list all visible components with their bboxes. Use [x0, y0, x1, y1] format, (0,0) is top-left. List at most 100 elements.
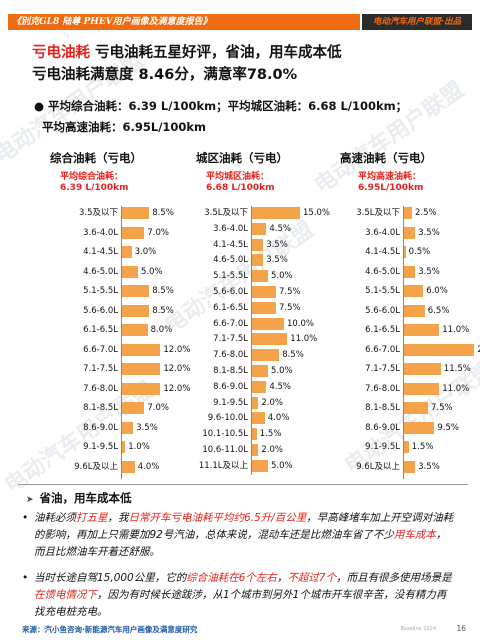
- category-label: 5.1-5.5L: [213, 271, 248, 282]
- category-label: 4.1-4.5L: [365, 247, 400, 257]
- category-label: 8.1-8.5L: [83, 403, 118, 413]
- bar: [404, 285, 424, 297]
- category-label: 9.1-9.5L: [365, 442, 400, 452]
- data-label: 2.0%: [261, 397, 283, 408]
- avg-highway-label: 平均高速油耗：: [358, 172, 422, 182]
- data-label: 5.0%: [271, 460, 293, 471]
- bullet-dot-icon: ●: [34, 99, 45, 113]
- category-label: 8.6-9.0L: [213, 381, 248, 392]
- category-label: 10.6-11.0L: [202, 445, 248, 455]
- avg-city: 平均城区油耗： 6.68 L/100km: [206, 172, 275, 194]
- report-title: 《别克GL8 陆尊 PHEV用户画像及满意度报告》: [8, 14, 360, 30]
- category-label: 3.6-4.0L: [365, 227, 400, 238]
- data-label: 8.5%: [152, 305, 174, 316]
- text-run: 用车成本: [393, 529, 436, 541]
- chart-axis: [251, 206, 252, 475]
- text-run: 打五星: [76, 512, 108, 524]
- bar: [404, 324, 440, 336]
- bar: [122, 324, 148, 336]
- category-label: 8.6-9.0L: [83, 422, 118, 433]
- category-label: 4.1-4.5L: [83, 247, 118, 257]
- avg-highway-value: 6.95L/100km: [358, 183, 424, 193]
- category-label: 10.1-10.5L: [202, 429, 248, 440]
- text-run: ，因为有时候长途跋涉，从1个城市到另外1个城市开车很辛苦，没有精力再找充电桩充电…: [34, 589, 447, 618]
- bullet-dot-icon: •: [22, 572, 29, 584]
- bar: [252, 349, 280, 362]
- bar: [122, 382, 161, 395]
- avg-city-value: 6.68 L/100km: [206, 183, 275, 193]
- data-label: 11.0%: [442, 383, 470, 394]
- bar: [122, 460, 135, 473]
- data-label: 11.0%: [442, 325, 470, 335]
- data-label: 4.0%: [267, 413, 290, 424]
- category-label: 4.6-5.0L: [213, 255, 248, 266]
- bar: [404, 207, 412, 219]
- text-run: 在馈电情况下: [34, 589, 97, 601]
- text-run: ，: [276, 572, 288, 584]
- category-label: 3.6-4.0L: [213, 223, 248, 234]
- bar: [404, 226, 416, 239]
- bar: [404, 304, 425, 317]
- data-label: 1.5%: [411, 442, 434, 452]
- text-run: 日常开车亏电油耗平均约6.5升/百公里: [128, 512, 307, 524]
- bar: [122, 304, 150, 317]
- bar: [122, 441, 126, 453]
- category-label: 8.6-9.0L: [365, 422, 400, 433]
- bar: [122, 246, 132, 258]
- data-label: 3.0%: [134, 247, 157, 257]
- chart-axis: [403, 206, 404, 479]
- data-label: 10.0%: [287, 318, 315, 329]
- data-label: 7.5%: [431, 403, 453, 413]
- bar: [404, 343, 475, 356]
- data-label: 5.0%: [141, 266, 163, 277]
- data-label: 7.5%: [279, 287, 301, 297]
- text-run: ，而且比燃油车开着还舒服。: [34, 529, 447, 558]
- data-label: 7.0%: [147, 403, 169, 413]
- bar: [122, 363, 161, 375]
- data-label: 12.0%: [163, 364, 191, 374]
- bar: [252, 412, 265, 425]
- category-label: 3.6-4.0L: [83, 227, 118, 238]
- category-label: 9.6L及以上: [74, 461, 118, 472]
- category-label: 7.1-7.5L: [365, 364, 400, 374]
- bar: [252, 333, 288, 346]
- data-label: 3.5%: [418, 227, 440, 238]
- bar: [252, 286, 276, 298]
- bar: [252, 270, 268, 283]
- triangle-icon: ➤: [26, 495, 34, 505]
- data-label: 0.5%: [408, 247, 431, 257]
- avg-combined: 平均综合油耗： 6.39 L/100km: [60, 172, 129, 194]
- data-label: 11.0%: [290, 334, 318, 345]
- data-label: 7.0%: [147, 227, 169, 238]
- title-line-2: 亏电油耗满意度 8.46分，满意率78.0%: [32, 67, 298, 83]
- category-label: 4.6-5.0L: [365, 266, 400, 277]
- summary-line-1: ● 平均综合油耗：6.39 L/100km；平均城区油耗：6.68 L/100km…: [34, 96, 474, 117]
- category-label: 5.6-6.0L: [213, 287, 248, 297]
- category-label: 9.1-9.5L: [213, 397, 248, 408]
- data-label: 12.0%: [163, 383, 191, 394]
- bar: [252, 428, 257, 441]
- paragraph-2: • 当时长途自驾15,000公里，它的综合油耗在6个左右，不超过7个，而且有很多使…: [22, 570, 454, 621]
- category-label: 5.1-5.5L: [365, 286, 400, 296]
- data-label: 6.0%: [426, 286, 448, 296]
- page-number: 16: [456, 624, 466, 633]
- chart-axis: [121, 206, 122, 479]
- paragraph-1: • 油耗必须打五星，我日常开车亏电油耗平均约6.5升/百公里，早高峰堵车加上开空调…: [22, 510, 454, 561]
- bar: [252, 396, 259, 409]
- data-label: 11.5%: [443, 364, 471, 374]
- section-heading: ➤ 省油，用车成本低: [26, 490, 132, 506]
- data-label: 3.5%: [266, 255, 288, 266]
- data-label: 8.5%: [152, 208, 174, 218]
- bar: [252, 254, 264, 267]
- bar: [252, 222, 267, 235]
- text-run: 当时长途自驾15,000公里，它的: [34, 572, 187, 584]
- divider: [18, 484, 468, 485]
- text-run: ，早高峰堵车加上开空调对油耗的影响，再加上只需要加92号汽油，总体来说，混动车还…: [34, 512, 454, 541]
- bar: [404, 402, 428, 414]
- category-label: 6.6-7.0L: [213, 318, 248, 329]
- text-run: ，而且有很多使用场景是: [336, 572, 452, 584]
- category-label: 9.1-9.5L: [83, 442, 118, 452]
- bar: [252, 207, 300, 219]
- category-label: 7.6-8.0L: [83, 383, 118, 394]
- bar: [122, 421, 134, 434]
